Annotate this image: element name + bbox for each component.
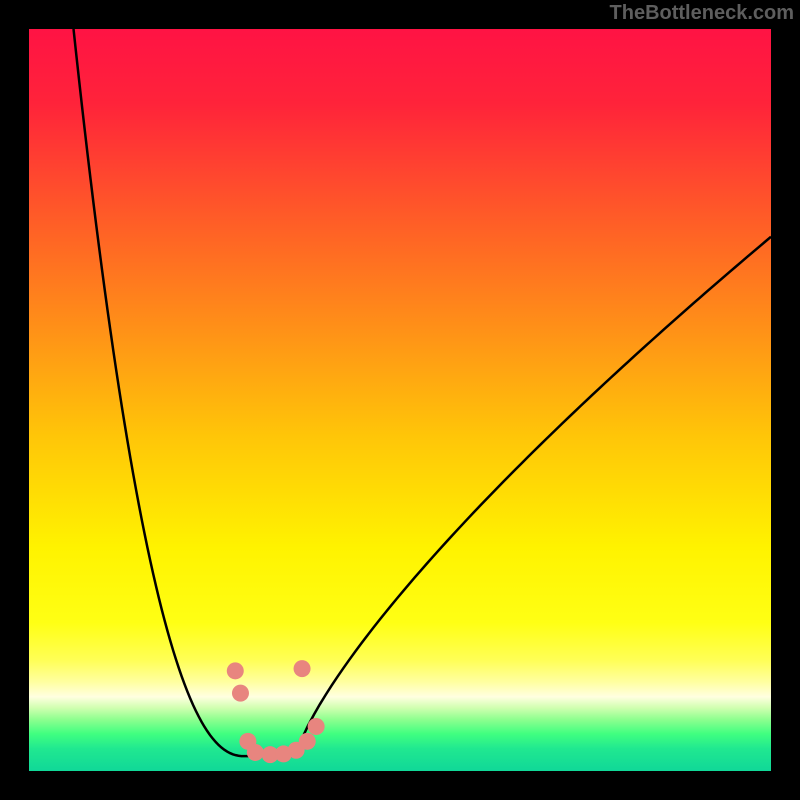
data-marker [308,718,325,735]
plot-area [29,29,771,771]
data-marker [232,685,249,702]
data-marker [299,733,316,750]
data-marker [227,662,244,679]
data-marker [247,744,264,761]
chart-svg [29,29,771,771]
gradient-background [29,29,771,771]
data-marker [294,660,311,677]
watermark-text: TheBottleneck.com [610,2,794,25]
